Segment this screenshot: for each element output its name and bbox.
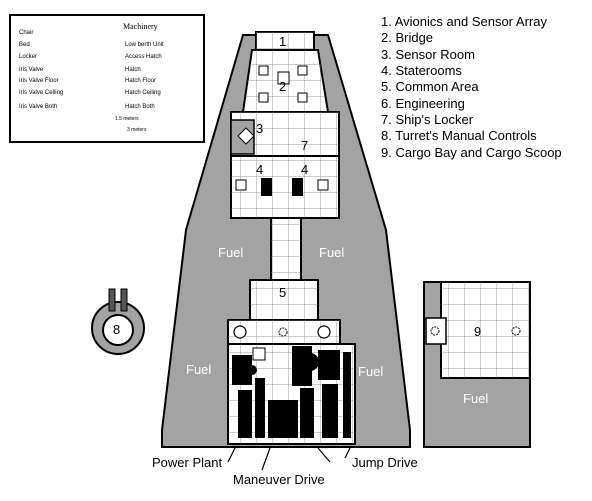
legend-scale-large: 3 meters: [127, 127, 147, 133]
engineering-machinery: [232, 346, 351, 438]
room-label-3: 3: [256, 121, 264, 136]
key-item-6: 6. Engineering: [381, 96, 465, 111]
key-item-4: 4. Staterooms: [381, 63, 462, 78]
room-label-8: 8: [113, 322, 121, 337]
room-label-9: 9: [474, 324, 482, 339]
legend-panel: Machinery Chair Bed Locker Iris Valve Ir…: [9, 14, 205, 143]
bridge-chairs: [258, 65, 308, 103]
fuel-label-left-upper: Fuel: [218, 245, 244, 260]
legend-item-iris-valve-both: Iris Valve Both: [19, 104, 58, 110]
legend-scale-small: 1.5 meters: [115, 116, 139, 122]
legend-item-low-berth: Low berth Unit: [125, 42, 164, 48]
room-label-1: 1: [279, 34, 287, 49]
fuel-label-cargo: Fuel: [463, 391, 489, 406]
key-item-3: 3. Sensor Room: [381, 47, 475, 62]
room-label-4a: 4: [256, 162, 264, 177]
legend-item-hatch-both: Hatch Both: [125, 104, 155, 110]
key-item-5: 5. Common Area: [381, 79, 479, 94]
callout-maneuver-drive: Maneuver Drive: [233, 472, 325, 487]
key-item-9: 9. Cargo Bay and Cargo Scoop: [381, 145, 562, 160]
legend-item-access-hatch: Access Hatch: [125, 54, 162, 60]
fuel-label-left-lower: Fuel: [186, 362, 212, 377]
fuel-label-right-lower: Fuel: [358, 364, 384, 379]
room-label-7: 7: [301, 138, 309, 153]
key-item-8: 8. Turret's Manual Controls: [381, 128, 537, 143]
legend-item-chair: Chair: [19, 30, 34, 36]
legend-title: Machinery: [123, 22, 158, 31]
legend-item-iris-valve: Iris Valve: [19, 67, 44, 73]
turret: [91, 288, 145, 355]
legend-item-hatch-ceiling: Hatch Ceiling: [125, 90, 161, 96]
room-label-6: 6: [279, 406, 287, 421]
key-item-7: 7. Ship's Locker: [381, 112, 474, 127]
key-item-2: 2. Bridge: [381, 30, 434, 45]
legend-item-hatch: Hatch: [125, 67, 141, 73]
legend-item-locker: Locker: [19, 54, 38, 60]
room-label-2: 2: [279, 79, 287, 94]
legend-item-iris-valve-floor: Iris Valve Floor: [19, 78, 59, 84]
legend-item-bed: Bed: [19, 42, 30, 48]
room-label-5: 5: [279, 285, 287, 300]
key-item-1: 1. Avionics and Sensor Array: [381, 14, 547, 29]
callout-power-plant: Power Plant: [152, 455, 223, 470]
legend-item-hatch-floor: Hatch Floor: [125, 78, 157, 84]
legend-item-iris-valve-ceiling: Iris Valve Ceiling: [19, 90, 64, 96]
callout-jump-drive: Jump Drive: [352, 455, 418, 470]
callout-lines: [227, 445, 351, 471]
room-label-4b: 4: [301, 162, 309, 177]
cargo-pod: [423, 281, 531, 448]
fuel-label-right-upper: Fuel: [319, 245, 345, 260]
